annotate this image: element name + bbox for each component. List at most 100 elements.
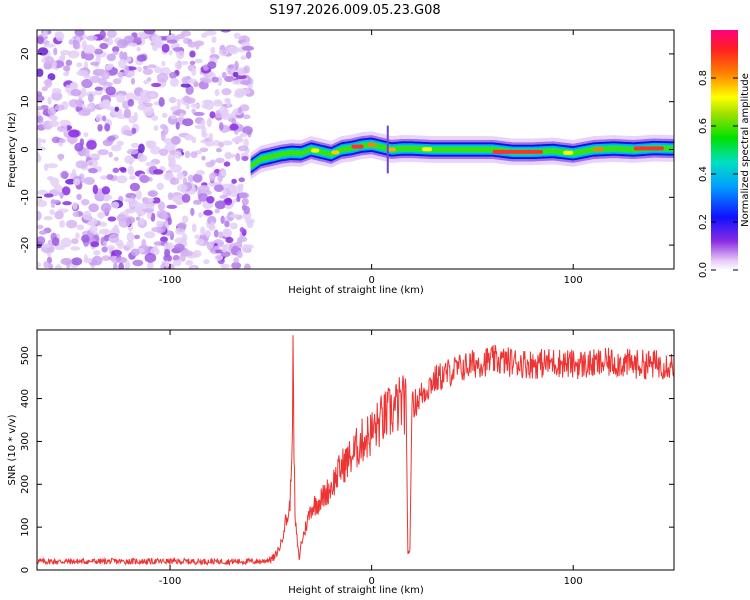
noise-blob (239, 80, 251, 86)
spectrogram-x-ticks: -100 0 100 (159, 30, 583, 286)
noise-blob (100, 175, 108, 180)
noise-blob (218, 231, 224, 239)
noise-blob (99, 42, 109, 50)
snr-frame (36, 329, 675, 571)
noise-blob (238, 192, 250, 199)
noise-blob (133, 36, 142, 43)
noise-blob (75, 160, 88, 169)
noise-blob (44, 43, 56, 48)
noise-blob (60, 237, 72, 248)
noise-blob (101, 246, 108, 253)
noise-blob (102, 37, 110, 42)
noise-blob (145, 161, 157, 167)
noise-blob (184, 134, 194, 141)
snr-series (37, 335, 674, 567)
noise-blob (222, 186, 227, 197)
noise-blob (168, 49, 173, 56)
noise-blob (201, 99, 214, 105)
noise-blob (224, 220, 230, 228)
noise-blob (61, 186, 71, 196)
noise-blob (101, 81, 113, 87)
noise-blob (137, 66, 143, 73)
noise-blob (131, 127, 137, 135)
noise-blob (70, 88, 82, 97)
noise-blob (141, 196, 149, 203)
spectrogram-y-tick-label: 0 (20, 146, 31, 152)
noise-blob (37, 152, 41, 163)
signal-ridge-peak (311, 148, 320, 153)
noise-blob (176, 184, 188, 192)
noise-blob (235, 74, 247, 80)
noise-blob (238, 177, 245, 183)
signal-ridge-peak (422, 147, 433, 152)
noise-blob (232, 71, 239, 78)
noise-blob (117, 59, 127, 68)
noise-blob (243, 138, 249, 148)
noise-blob (51, 91, 63, 101)
noise-blob (115, 256, 128, 264)
noise-blob (112, 78, 122, 85)
noise-blob (72, 39, 80, 49)
signal-ridge-peak (492, 149, 543, 154)
noise-blob (55, 264, 62, 269)
noise-blob (197, 184, 210, 194)
noise-blob (37, 68, 44, 77)
noise-blob (247, 84, 253, 89)
noise-blob (147, 92, 157, 99)
snr-x-tick-label: 0 (368, 576, 374, 587)
noise-blob (156, 72, 169, 83)
noise-blob (164, 260, 170, 268)
noise-blob (218, 122, 224, 131)
noise-blob (65, 59, 73, 66)
noise-blob (189, 60, 196, 65)
noise-blob (46, 163, 58, 169)
noise-blob (137, 104, 146, 111)
noise-blob (37, 115, 44, 124)
noise-blob (221, 71, 227, 79)
noise-blob (124, 155, 135, 164)
noise-blob (167, 192, 173, 201)
noise-blob (90, 241, 100, 248)
noise-blob (81, 78, 93, 89)
noise-blob (97, 211, 105, 219)
noise-blob (185, 260, 194, 266)
noise-blob (126, 239, 134, 250)
noise-blob (151, 115, 159, 121)
noise-blob (37, 110, 41, 117)
noise-blob (175, 33, 186, 40)
noise-blob (161, 60, 166, 67)
noise-blob (100, 71, 110, 80)
noise-blob (229, 222, 238, 230)
noise-blob (38, 230, 47, 235)
colorbar-tick-label: 0.0 (698, 262, 709, 278)
noise-blob (42, 30, 48, 38)
noise-blob (44, 56, 55, 65)
noise-blob (143, 30, 156, 35)
noise-blob (48, 120, 60, 128)
noise-blob (68, 39, 74, 45)
noise-blob (144, 252, 157, 263)
noise-blob (124, 197, 135, 203)
noise-blob (236, 250, 243, 259)
noise-blob (37, 262, 42, 268)
noise-blob (173, 243, 185, 252)
noise-blob (112, 167, 120, 174)
noise-blob (237, 67, 246, 76)
noise-blob (126, 232, 135, 242)
noise-blob (213, 184, 224, 192)
noise-blob (169, 177, 180, 185)
noise-blob (215, 157, 225, 164)
noise-blob (211, 36, 217, 43)
snr-panel: -100 0 100 0 100 200 300 400 500 Height of stra… (7, 329, 675, 596)
noise-blob (184, 150, 191, 159)
noise-blob (168, 157, 176, 167)
noise-blob (110, 144, 122, 152)
noise-blob (62, 124, 68, 133)
noise-blob (241, 198, 249, 206)
noise-blob (199, 147, 209, 153)
noise-blob (130, 248, 140, 257)
noise-blob (146, 261, 154, 269)
noise-blob (108, 151, 113, 158)
noise-blob (148, 140, 157, 148)
noise-blob (227, 64, 235, 70)
